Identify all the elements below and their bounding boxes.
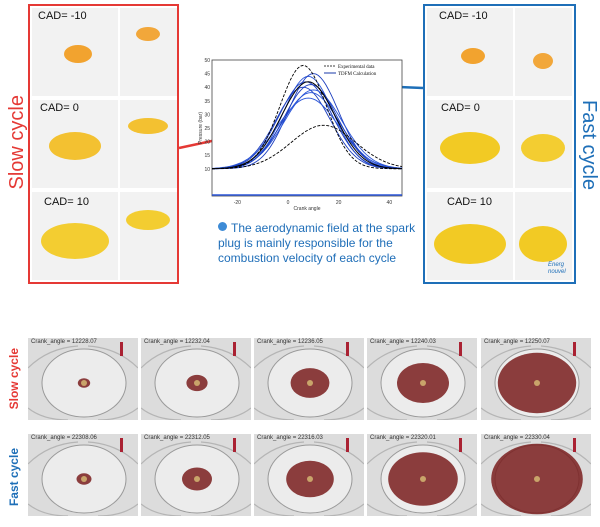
slow-panel-6 [120,192,177,280]
x-tick-label: 0 [287,200,290,206]
fast-flame-blobs [434,48,567,264]
crank-angle-title: Crank_angle = 12250.07 [484,339,550,345]
fast-row-label: Fast cycle [7,448,21,507]
legend-label-1: Experimental data [338,65,375,70]
flame-cell: Crank_angle = 22312.05 [141,434,251,516]
fast-cycle-label: Fast cycle [578,100,600,191]
flame-cell: Crank_angle = 12228.07 [28,338,138,420]
fast-panel-2 [515,8,572,96]
slow-row-label: Slow cycle [7,348,21,410]
crank-angle-title: Crank_angle = 12232.04 [144,339,210,345]
y-tick-label: 15 [204,153,210,159]
crank-angle-title: Crank_angle = 22312.05 [144,435,210,441]
bullet-icon [218,222,227,231]
slow-panel-4 [120,100,177,188]
flame-cell: Crank_angle = 12236.05 [254,338,364,420]
max-envelope-curve [211,64,402,170]
min-envelope-curve [212,124,403,170]
slow-cad-3: CAD= 10 [44,196,89,208]
energy-logo: Energ nouvel [548,262,566,276]
crank-angle-title: Crank_angle = 22330.04 [484,435,550,441]
pressure-chart: -20 0 20 40 10 15 20 25 30 35 40 45 50 Crank angle Pre… [198,58,403,212]
crank-angle-title: Crank_angle = 22320.01 [370,435,436,441]
chamber-drawing [141,438,251,516]
crank-angle-title: Crank_angle = 22316.03 [257,435,323,441]
crank-angle-title: Crank_angle = 12240.03 [370,339,436,345]
flame-cell: Crank_angle = 12232.04 [141,338,251,420]
x-tick-label: -20 [234,200,241,206]
flame-cell: Crank_angle = 12240.03 [367,338,477,420]
chamber-drawing [28,342,138,420]
y-tick-label: 45 [204,72,210,78]
flame-cell: Crank_angle = 22320.01 [367,434,477,516]
note-body: The aerodynamic field at the spark plug … [218,221,416,265]
y-tick-label: 50 [204,58,210,64]
flame-cell: Crank_angle = 22316.03 [254,434,364,516]
chamber-drawing [254,438,364,516]
slow-panel-2 [120,8,177,96]
y-tick-label: 10 [204,167,210,173]
note-text: The aerodynamic field at the spark plug … [218,221,423,266]
fast-cycle-frame: CAD= -10 CAD= 0 CAD= 10 [423,4,576,284]
crank-angle-title: Crank_angle = 12228.07 [31,339,97,345]
chamber-drawing [141,342,251,420]
flame-cell: Crank_angle = 22330.04 [481,434,591,516]
chamber-drawing [254,342,364,420]
flame-cell: Crank_angle = 22308.06 [28,434,138,516]
x-tick-label: 20 [336,200,342,206]
fast-cad-3: CAD= 10 [447,196,492,208]
flame-cell: Crank_angle = 12250.07 [481,338,591,420]
y-tick-label: 40 [204,85,210,91]
x-axis-label: Crank angle [294,206,321,212]
x-tick-label: 40 [387,200,393,206]
slow-cad-2: CAD= 0 [40,102,79,114]
y-tick-label: 20 [204,140,210,146]
chamber-drawing [367,438,477,516]
mean-curve [211,81,403,170]
y-tick-label: 30 [204,112,210,118]
slow-flame-blobs [41,27,170,259]
logo-line-2: nouvel [548,269,566,275]
crank-angle-title: Crank_angle = 12236.05 [257,339,323,345]
y-tick-label: 25 [204,126,210,132]
fast-cad-2: CAD= 0 [441,102,480,114]
chamber-drawing [367,342,477,420]
y-axis-label: Pressure (bar) [198,112,204,144]
logo-line-1: Energ [548,262,565,268]
slow-cycle-frame: CAD= -10 CAD= 0 CAD= 10 [28,4,179,284]
legend-label-2: TDFM Calculation [338,72,377,77]
chamber-drawing [28,438,138,516]
fast-cad-1: CAD= -10 [439,10,488,22]
slow-cad-1: CAD= -10 [38,10,87,22]
chamber-drawing [481,342,591,420]
chamber-drawing [481,438,591,516]
y-tick-label: 35 [204,99,210,105]
cycle-curve [211,97,403,169]
chart-plot-area [211,59,403,197]
crank-angle-title: Crank_angle = 22308.06 [31,435,97,441]
